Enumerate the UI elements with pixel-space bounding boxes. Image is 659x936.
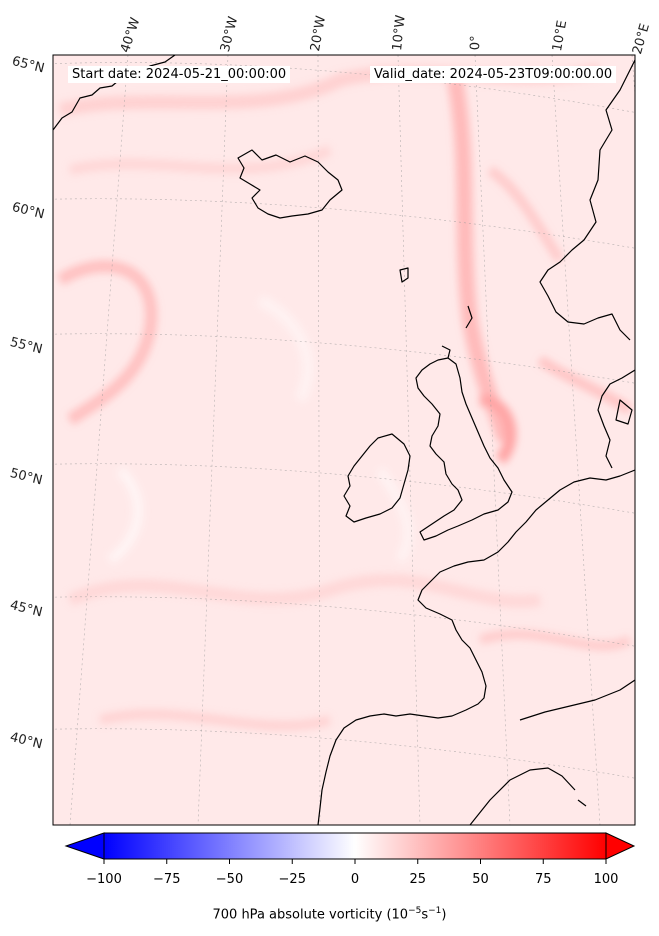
denmark-coast: [597, 369, 635, 469]
norway-coast: [539, 59, 635, 341]
colorbar-tick-label: 100: [593, 872, 619, 887]
map-frame: [52, 54, 636, 826]
vorticity-field: [53, 55, 635, 825]
valid-date-label: Valid_date: 2024-05-23T09:00:00.00: [370, 66, 617, 83]
ireland-coast: [343, 433, 411, 523]
colorbar-gradient: [103, 832, 607, 860]
iceland-coast: [237, 149, 343, 219]
colorbar-high-extension: [605, 832, 636, 860]
colorbar-tick-label: 75: [534, 872, 552, 887]
lon-label-0: 0°: [468, 35, 484, 51]
colorbar-label: 700 hPa absolute vorticity (10−5s−1): [212, 906, 447, 923]
continent-coast: [317, 469, 635, 825]
longitude-gridlines: [69, 55, 635, 825]
colorbar-tick-label: 0: [350, 872, 360, 887]
colorbar-tickmarks: [103, 859, 607, 864]
colorbar-low-extension: [64, 832, 105, 860]
coastlines: [53, 55, 635, 825]
colorbar: [64, 832, 636, 864]
latitude-gridlines: [53, 62, 635, 779]
colorbar-tick-label: −25: [278, 872, 306, 887]
colorbar-tick-label: −50: [215, 872, 244, 887]
colorbar-tick-label: −75: [153, 872, 181, 887]
colorbar-tick-label: 25: [409, 872, 427, 887]
great-britain-coast: [415, 357, 513, 541]
start-date-label: Start date: 2024-05-21_00:00:00: [68, 66, 291, 83]
colorbar-tick-label: 50: [472, 872, 489, 887]
colorbar-tick-label: −100: [86, 872, 122, 887]
